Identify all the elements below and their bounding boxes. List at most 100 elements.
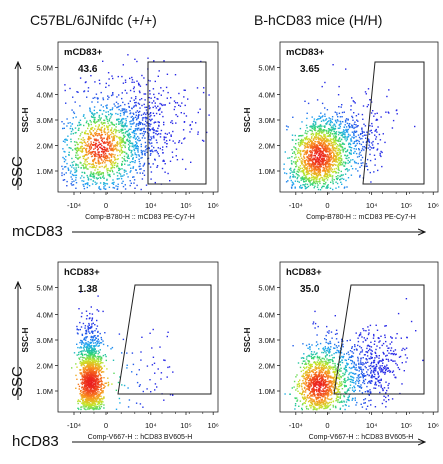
event-point — [342, 121, 344, 123]
event-point — [88, 390, 91, 392]
event-point — [317, 171, 319, 174]
event-point — [95, 161, 97, 164]
event-point — [116, 171, 118, 174]
event-point — [379, 152, 381, 155]
event-point — [89, 342, 92, 345]
event-point — [94, 372, 97, 374]
event-point — [95, 345, 97, 347]
event-point — [331, 161, 334, 163]
event-point — [300, 179, 302, 181]
event-point — [148, 141, 151, 144]
event-point — [334, 141, 336, 143]
event-point — [86, 398, 89, 400]
event-point — [100, 133, 103, 136]
event-point — [308, 172, 310, 175]
event-point — [141, 153, 143, 156]
event-point — [134, 102, 136, 104]
event-point — [70, 138, 72, 140]
event-point — [301, 162, 303, 164]
event-point — [89, 312, 91, 315]
event-point — [86, 315, 88, 317]
event-point — [65, 166, 67, 168]
event-point — [76, 366, 78, 368]
event-point — [117, 75, 119, 78]
x-tick-label: -10⁴ — [67, 201, 81, 210]
event-point — [315, 150, 318, 152]
event-point — [105, 105, 107, 107]
event-point — [330, 130, 333, 132]
event-point — [90, 143, 92, 145]
event-point — [93, 135, 95, 138]
event-point — [333, 154, 335, 156]
event-point — [311, 174, 313, 176]
event-point — [77, 91, 79, 93]
event-point — [92, 336, 95, 339]
event-point — [158, 70, 160, 72]
event-point — [87, 390, 89, 393]
event-point — [85, 341, 87, 344]
event-point — [72, 96, 74, 98]
event-point — [344, 135, 346, 138]
event-point — [115, 185, 117, 187]
event-point — [149, 142, 151, 145]
event-point — [315, 144, 318, 146]
event-point — [356, 125, 358, 127]
event-point — [343, 143, 346, 145]
event-point — [161, 104, 163, 107]
event-point — [79, 150, 82, 152]
event-point — [89, 133, 92, 136]
event-point — [111, 153, 113, 155]
event-point — [93, 158, 96, 161]
event-point — [93, 359, 96, 361]
event-point — [74, 132, 76, 134]
event-point — [98, 124, 100, 126]
event-point — [318, 166, 320, 168]
event-point — [334, 143, 336, 146]
event-point — [89, 166, 91, 168]
event-point — [103, 396, 105, 398]
event-point — [79, 372, 81, 374]
event-point — [299, 152, 301, 154]
event-point — [167, 91, 169, 94]
event-point — [95, 360, 98, 362]
event-point — [91, 385, 93, 388]
event-point — [319, 117, 322, 120]
event-point — [100, 188, 102, 191]
event-point — [93, 117, 95, 119]
event-point — [96, 97, 98, 99]
event-point — [91, 377, 94, 380]
event-point — [140, 143, 142, 146]
event-point — [189, 124, 191, 127]
event-point — [323, 145, 326, 147]
event-point — [92, 374, 94, 376]
event-point — [91, 151, 93, 153]
event-point — [328, 120, 330, 122]
event-point — [143, 170, 145, 172]
event-point — [328, 151, 330, 153]
event-point — [97, 355, 99, 358]
event-point — [105, 142, 107, 144]
event-point — [342, 131, 344, 133]
event-point — [86, 401, 89, 403]
event-point — [312, 148, 314, 150]
event-point — [94, 393, 96, 395]
event-point — [97, 160, 100, 162]
event-point — [91, 152, 94, 154]
event-point — [99, 173, 101, 175]
event-point — [312, 184, 314, 186]
event-point — [330, 155, 332, 157]
y-tick-label: 2.0M — [36, 362, 53, 371]
event-point — [292, 173, 294, 176]
event-point — [142, 135, 145, 137]
event-point — [318, 170, 320, 173]
event-point — [322, 146, 324, 148]
event-point — [303, 181, 305, 183]
event-point — [320, 174, 322, 177]
event-point — [123, 136, 125, 138]
event-point — [308, 160, 311, 162]
event-point — [124, 89, 126, 92]
event-point — [107, 160, 109, 162]
event-point — [111, 162, 113, 164]
event-point — [315, 147, 317, 149]
event-point — [345, 126, 348, 128]
